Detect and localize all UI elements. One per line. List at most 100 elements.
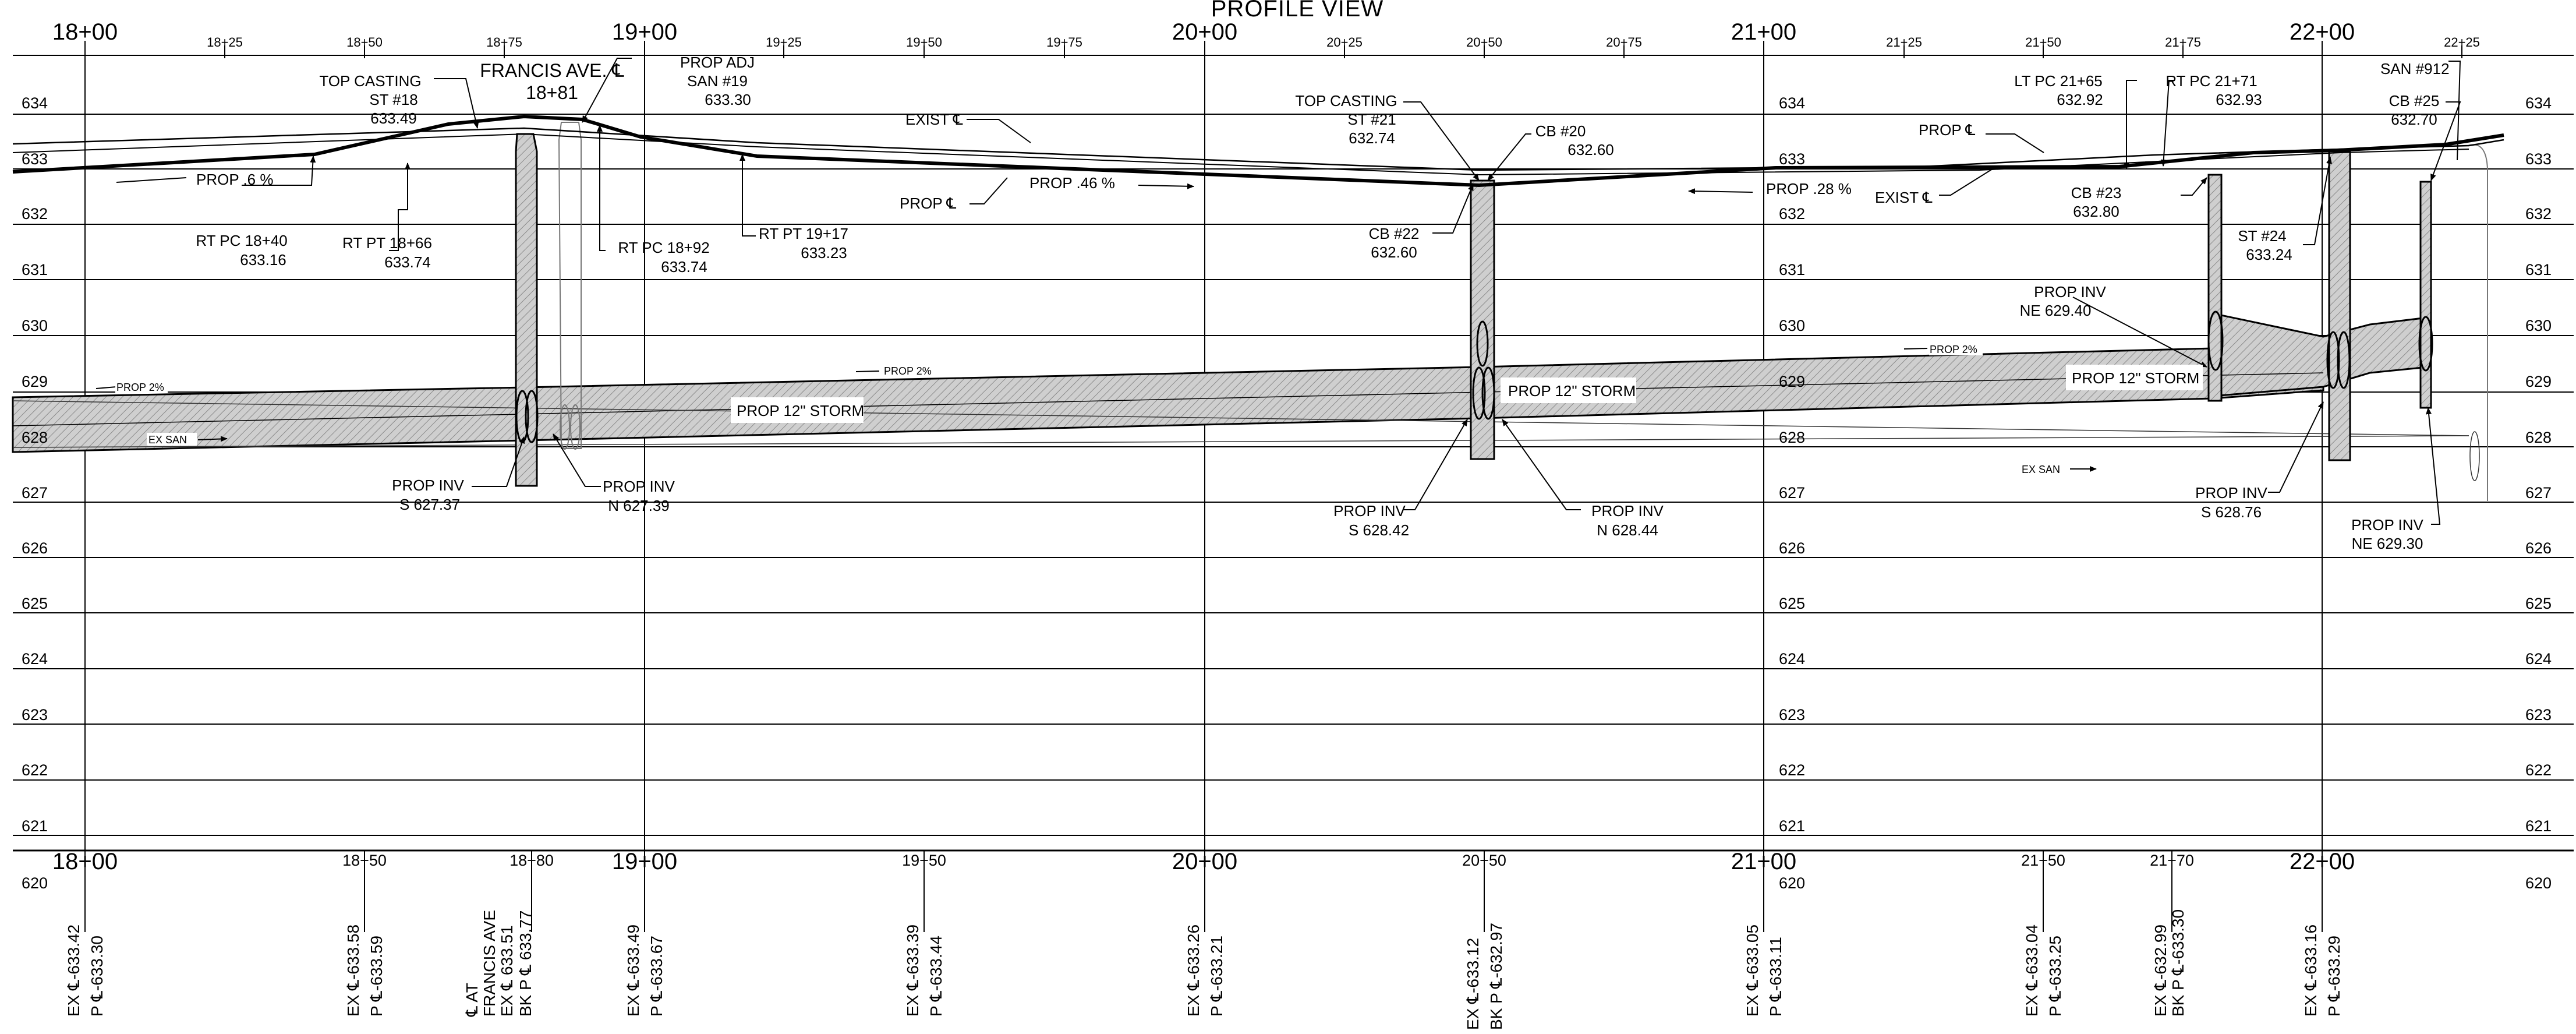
bottom-ticks xyxy=(84,851,2323,932)
bottom-elevation-text: EX ℄-633.39 P ℄-633.44 xyxy=(904,924,945,1017)
elevation-labels-right: 634 633 632 631 630 629 628 627 626 625 … xyxy=(2525,94,2552,892)
station-label: 20+00 xyxy=(1172,19,1237,45)
elevation-label: 629 xyxy=(2525,373,2552,390)
prop-centerline-label-1: PROP ℄ xyxy=(900,195,956,212)
station-label: 21+00 xyxy=(1731,849,1796,874)
bottom-elevation-text: EX ℄-633.05 P ℄-633.11 xyxy=(1743,924,1785,1017)
bottom-elevation-text: EX ℄-633.16 P ℄-633.29 xyxy=(2302,924,2343,1017)
station-label: 19+25 xyxy=(766,35,802,50)
bottom-major-stations: 18+00 19+00 20+00 21+00 22+00 xyxy=(52,849,2355,874)
storm-label-2: PROP 12" STORM xyxy=(1508,382,1636,400)
pipe-centerline xyxy=(12,372,2324,426)
bottom-elevation-text: ℄ ATFRANCIS AVEEX ℄ 633.51BK P ℄ 633.77 xyxy=(463,910,535,1017)
elevation-labels-middle: 634 633 632 631 630 629 628 627 626 625 … xyxy=(1779,94,1805,892)
station-label: 18+80 xyxy=(509,852,554,869)
elevation-label: 631 xyxy=(1779,261,1805,278)
elevation-label: 621 xyxy=(22,817,48,835)
structure-san-19 xyxy=(558,122,582,449)
elevation-label: 625 xyxy=(22,595,48,612)
prop-2-label-3: PROP 2% xyxy=(1930,344,1977,355)
elevation-label: 631 xyxy=(22,261,48,278)
callouts: FRANCIS AVE. ℄ 18+81 TOP CASTING ST #18 633… xyxy=(115,54,2450,552)
station-label: 19+50 xyxy=(906,35,942,50)
structure-cb-25 xyxy=(2419,181,2432,409)
bottom-elevation-text: EX ℄-633.42 P ℄-633.30 xyxy=(65,924,106,1017)
station-label: 18+00 xyxy=(52,19,118,45)
elevation-label: 622 xyxy=(1779,761,1805,779)
elevation-label: 623 xyxy=(2525,706,2552,724)
station-label: 18+00 xyxy=(52,849,118,874)
station-label: 19+00 xyxy=(612,19,677,45)
prop-inv-n-628-44: PROP INV N 628.44 xyxy=(1591,502,1664,539)
elevation-label: 630 xyxy=(22,317,48,334)
profile-title: PROFILE VIEW xyxy=(1211,0,1384,22)
storm-label-1: PROP 12" STORM xyxy=(737,402,864,419)
station-label: 20+50 xyxy=(1466,35,1502,50)
prop-2-label-1: PROP 2% xyxy=(116,382,164,393)
bottom-elevations: EX ℄-633.42 P ℄-633.30 EX ℄-633.58 P ℄-633… xyxy=(65,909,2343,1030)
prop-2-label-2: PROP 2% xyxy=(884,365,932,377)
station-label: 20+00 xyxy=(1172,849,1237,874)
elevation-label: 626 xyxy=(22,539,48,557)
proposed-storm-pipe xyxy=(12,344,2324,453)
station-label: 20+75 xyxy=(1606,35,1642,50)
elevation-grid xyxy=(13,41,2574,852)
elevation-label: 627 xyxy=(22,484,48,502)
elevation-label: 624 xyxy=(1779,650,1805,668)
station-label: 21+00 xyxy=(1731,19,1796,45)
station-label: 20+50 xyxy=(1462,852,1506,869)
elevation-label: 626 xyxy=(1779,539,1805,557)
elevation-label: 629 xyxy=(1779,373,1805,390)
leaders xyxy=(95,58,2461,525)
grade-label-1: PROP .6 % xyxy=(196,171,273,188)
prop-inv-s-627-37: PROP INV S 627.37 xyxy=(392,477,464,513)
bottom-elevation-text: EX ℄-633.58 P ℄-633.59 xyxy=(344,924,385,1017)
elevation-label: 620 xyxy=(2525,874,2552,892)
station-label: 19+75 xyxy=(1046,35,1082,50)
elevation-labels-left: 634 633 632 631 630 629 628 627 626 625 … xyxy=(22,94,48,892)
bottom-elevation-text: EX ℄-633.12 BK P ℄-632.97 xyxy=(1464,923,1505,1030)
elevation-label: 621 xyxy=(1779,817,1805,835)
elevation-label: 622 xyxy=(22,761,48,779)
station-label: 18+75 xyxy=(486,35,522,50)
prop-inv-ne-629-30: PROP INV NE 629.30 xyxy=(2351,516,2423,552)
elevation-label: 625 xyxy=(2525,595,2552,612)
elevation-label: 633 xyxy=(22,150,48,168)
elevation-label: 634 xyxy=(2525,94,2552,112)
structures xyxy=(515,122,2488,501)
top-casting-st-21-label: TOP CASTING ST #21 632.74 xyxy=(1295,92,1397,147)
cb-25-label: CB #25 632.70 xyxy=(2389,92,2440,128)
elevation-label: 624 xyxy=(22,650,48,668)
elevation-label: 627 xyxy=(2525,484,2552,502)
station-label: 22+00 xyxy=(2290,849,2355,874)
ex-san-label-2: EX SAN xyxy=(2022,464,2060,475)
top-minor-stations: 18+25 18+50 18+75 19+25 19+50 19+75 20+2… xyxy=(207,35,2480,50)
cb-23-label: CB #23 632.80 xyxy=(2071,184,2122,220)
existing-centerline-2 xyxy=(12,133,2469,176)
rt-pc-21-71-label: RT PC 21+71 632.93 xyxy=(2165,72,2262,108)
station-label: 21+75 xyxy=(2165,35,2201,50)
elevation-label: 628 xyxy=(1779,429,1805,446)
top-major-stations: 18+00 19+00 20+00 21+00 22+00 xyxy=(52,19,2355,45)
rt-pc-18-40-label: RT PC 18+40 633.16 xyxy=(196,232,287,269)
station-label: 18+50 xyxy=(342,852,387,869)
existing-centerline xyxy=(12,127,2504,171)
grade-label-3: PROP .28 % xyxy=(1766,180,1852,197)
exist-centerline-label-2: EXIST ℄ xyxy=(1875,189,1933,206)
elevation-label: 632 xyxy=(2525,205,2552,223)
profile-lines xyxy=(12,114,2504,188)
prop-inv-s-628-76: PROP INV S 628.76 xyxy=(2195,484,2267,521)
prop-inv-s-628-42: PROP INV S 628.42 xyxy=(1333,502,1409,539)
cb-20-label: CB #20 632.60 xyxy=(1535,122,1614,158)
elevation-label: 632 xyxy=(22,205,48,223)
exist-centerline-label-1: EXIST ℄ xyxy=(905,111,963,128)
elevation-label: 627 xyxy=(1779,484,1805,502)
elevation-label: 624 xyxy=(2525,650,2552,668)
existing-sanitary xyxy=(12,400,2480,481)
station-label: 18+25 xyxy=(207,35,243,50)
station-label: 21+70 xyxy=(2150,852,2194,869)
rt-pc-18-92-label: RT PC 18+92 633.74 xyxy=(618,239,709,276)
elevation-label: 630 xyxy=(1779,317,1805,334)
cb-22-label: CB #22 632.60 xyxy=(1369,225,1420,261)
proposed-centerline xyxy=(12,114,2504,188)
